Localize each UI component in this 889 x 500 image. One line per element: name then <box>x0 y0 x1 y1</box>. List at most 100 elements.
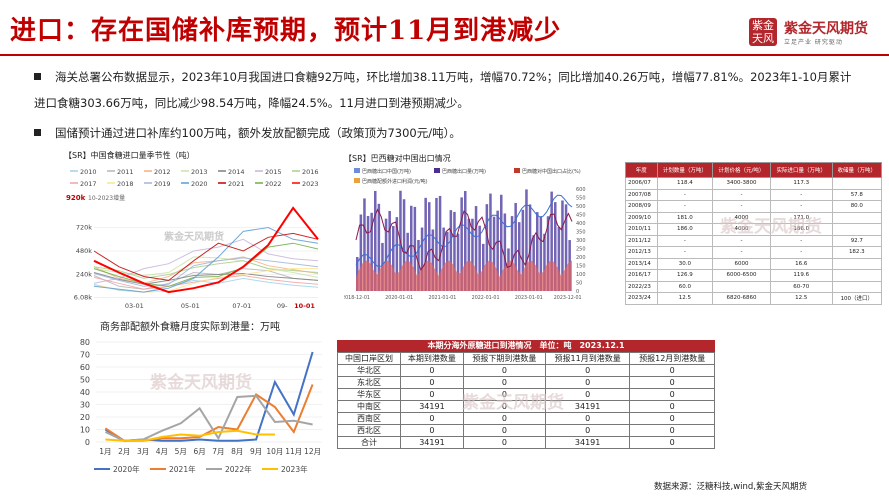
bar <box>438 195 442 291</box>
table-cell <box>831 211 883 224</box>
import-plan-table: 年度 计划数量（万吨） 计划价格（元/吨） 实际进口量（万吨） 收储量（万吨） 2006… <box>625 162 883 305</box>
highlight-note: 10-2023增量 <box>88 194 125 202</box>
table-header-cell: 预报下期到港数量 <box>462 352 546 365</box>
legend-label: 2022年 <box>225 464 252 474</box>
table-header-row: 年度 计划数量（万吨） 计划价格（元/吨） 实际进口量（万吨） 收储量（万吨） <box>625 162 883 178</box>
y-tick-label: 10 <box>80 426 90 435</box>
y-tick-label: 30 <box>80 401 90 410</box>
y-tick-label: 500 <box>576 204 586 210</box>
table-cell: 华北区 <box>337 364 401 377</box>
table-cell: 3400-3800 <box>712 177 771 190</box>
table-cell: 0 <box>629 376 715 389</box>
legend-label: 2016 <box>302 168 319 176</box>
table-cell: 0 <box>544 376 631 389</box>
x-tick-label: 05-01 <box>181 302 200 310</box>
bar <box>388 211 391 291</box>
chart-title: 【SR】巴西糖对中国出口情况 <box>344 154 451 163</box>
watermark: 紫金天风期货 <box>462 393 564 413</box>
legend-label: 2023年 <box>281 464 308 474</box>
table-cell: 0 <box>399 364 464 377</box>
bar <box>377 203 381 291</box>
table-header-cell: 中国口岸区划 <box>337 352 401 365</box>
data-source: 数据来源：泛糖科技,wind,紫金天风期货 <box>654 482 808 492</box>
bar <box>460 197 463 291</box>
table-cell: 合计 <box>337 436 401 449</box>
bar <box>410 205 413 291</box>
x-tick-label: 2月 <box>118 447 130 456</box>
bar <box>536 212 539 291</box>
table-cell: 0 <box>544 424 631 437</box>
table-row: 2007/08- - -57.8 <box>625 188 883 201</box>
table-cell: 0 <box>629 412 715 425</box>
table-cell: 2023/24 <box>625 292 658 305</box>
y-tick-label: 0 <box>576 289 579 295</box>
table-cell: 东北区 <box>337 376 401 389</box>
watermark: 紫金天风期货 <box>150 373 252 393</box>
bar <box>359 214 363 291</box>
table-cell: 0 <box>629 436 715 449</box>
x-tick-label: 07-01 <box>232 302 251 310</box>
bar <box>356 257 359 291</box>
bar <box>384 218 388 291</box>
y-tick-label: 450 <box>576 213 586 219</box>
legend-label: 巴西糖出口量(万吨) <box>442 168 486 175</box>
legend-label: 2021 <box>228 180 245 188</box>
highlight-label: 920k <box>66 194 86 202</box>
bar <box>539 216 543 291</box>
bar <box>474 206 478 291</box>
table-cell: 0 <box>462 412 546 425</box>
y-tick-label: 240k <box>76 271 92 279</box>
table-header-cell: 实际进口量（万吨） <box>769 162 833 178</box>
table-cell: 0 <box>399 388 464 401</box>
chart-watermark: 紫金天风期货 <box>164 230 224 243</box>
series-line-2023年 <box>105 429 275 442</box>
table-row: 2011/12- - -92.7 <box>625 234 883 247</box>
bar <box>435 197 438 291</box>
table-cell: - <box>769 200 833 213</box>
y-tick-label: 20 <box>80 413 90 422</box>
table-row: 2008/09- - -80.0 <box>625 200 883 213</box>
legend-label: 2014 <box>228 168 245 176</box>
series-line-2022 <box>93 242 319 287</box>
legend-label: 2023 <box>302 180 319 188</box>
x-tick-label: 2020-01-01 <box>385 295 413 301</box>
y-tick-label: 400 <box>576 221 586 227</box>
logo-subtitle: 立足产业 研究驱动 <box>784 39 843 46</box>
y-tick-label: 720k <box>76 224 92 232</box>
table-cell: 0 <box>399 424 464 437</box>
x-tick-label: 9月 <box>250 447 262 456</box>
share-area <box>356 260 572 291</box>
table-row: 中南区 34191 0 34191 0 <box>337 400 715 413</box>
y-tick-label: 550 <box>576 196 586 202</box>
bar <box>554 202 557 291</box>
y-tick-label: 350 <box>576 230 586 236</box>
legend-swatch <box>514 168 520 173</box>
legend-label: 巴西糖出口中国(万吨) <box>362 168 411 175</box>
table-cell: - <box>769 246 833 259</box>
y-tick-label: 100 <box>576 272 586 278</box>
table-cell: 2009/10 <box>625 211 658 224</box>
bullet-text: 海关总署公布数据显示，2023年10月我国进口食糖92万吨，环比增加38.11万… <box>34 70 852 110</box>
table-cell: 186.0 <box>656 223 714 236</box>
table-cell: 171.0 <box>769 211 833 224</box>
series-line-2014 <box>93 272 319 285</box>
table-cell: 60-70 <box>769 280 833 293</box>
x-tick-label: 2022-01-01 <box>472 295 500 301</box>
y-tick-label: 250 <box>576 247 586 253</box>
table-cell: 华东区 <box>337 388 401 401</box>
x-tick-label: 8月 <box>231 447 243 456</box>
table-cell <box>831 257 883 270</box>
table-cell: 118.4 <box>656 177 714 190</box>
table-cell <box>831 280 883 293</box>
logo-mark-text: 紫金天风 <box>752 19 774 45</box>
table-cell: 中南区 <box>337 400 401 413</box>
table-cell: 6000 <box>712 257 771 270</box>
table-cell: 60.0 <box>656 280 714 293</box>
table-cell: 6820-6860 <box>712 292 771 305</box>
table-cell: 92.7 <box>831 234 883 247</box>
bar <box>521 209 525 291</box>
table-cell: 2016/17 <box>625 269 658 282</box>
table-cell: 100（进口） <box>831 292 883 305</box>
bar <box>449 210 453 291</box>
table-row: 2012/13- - -182.3 <box>625 246 883 259</box>
